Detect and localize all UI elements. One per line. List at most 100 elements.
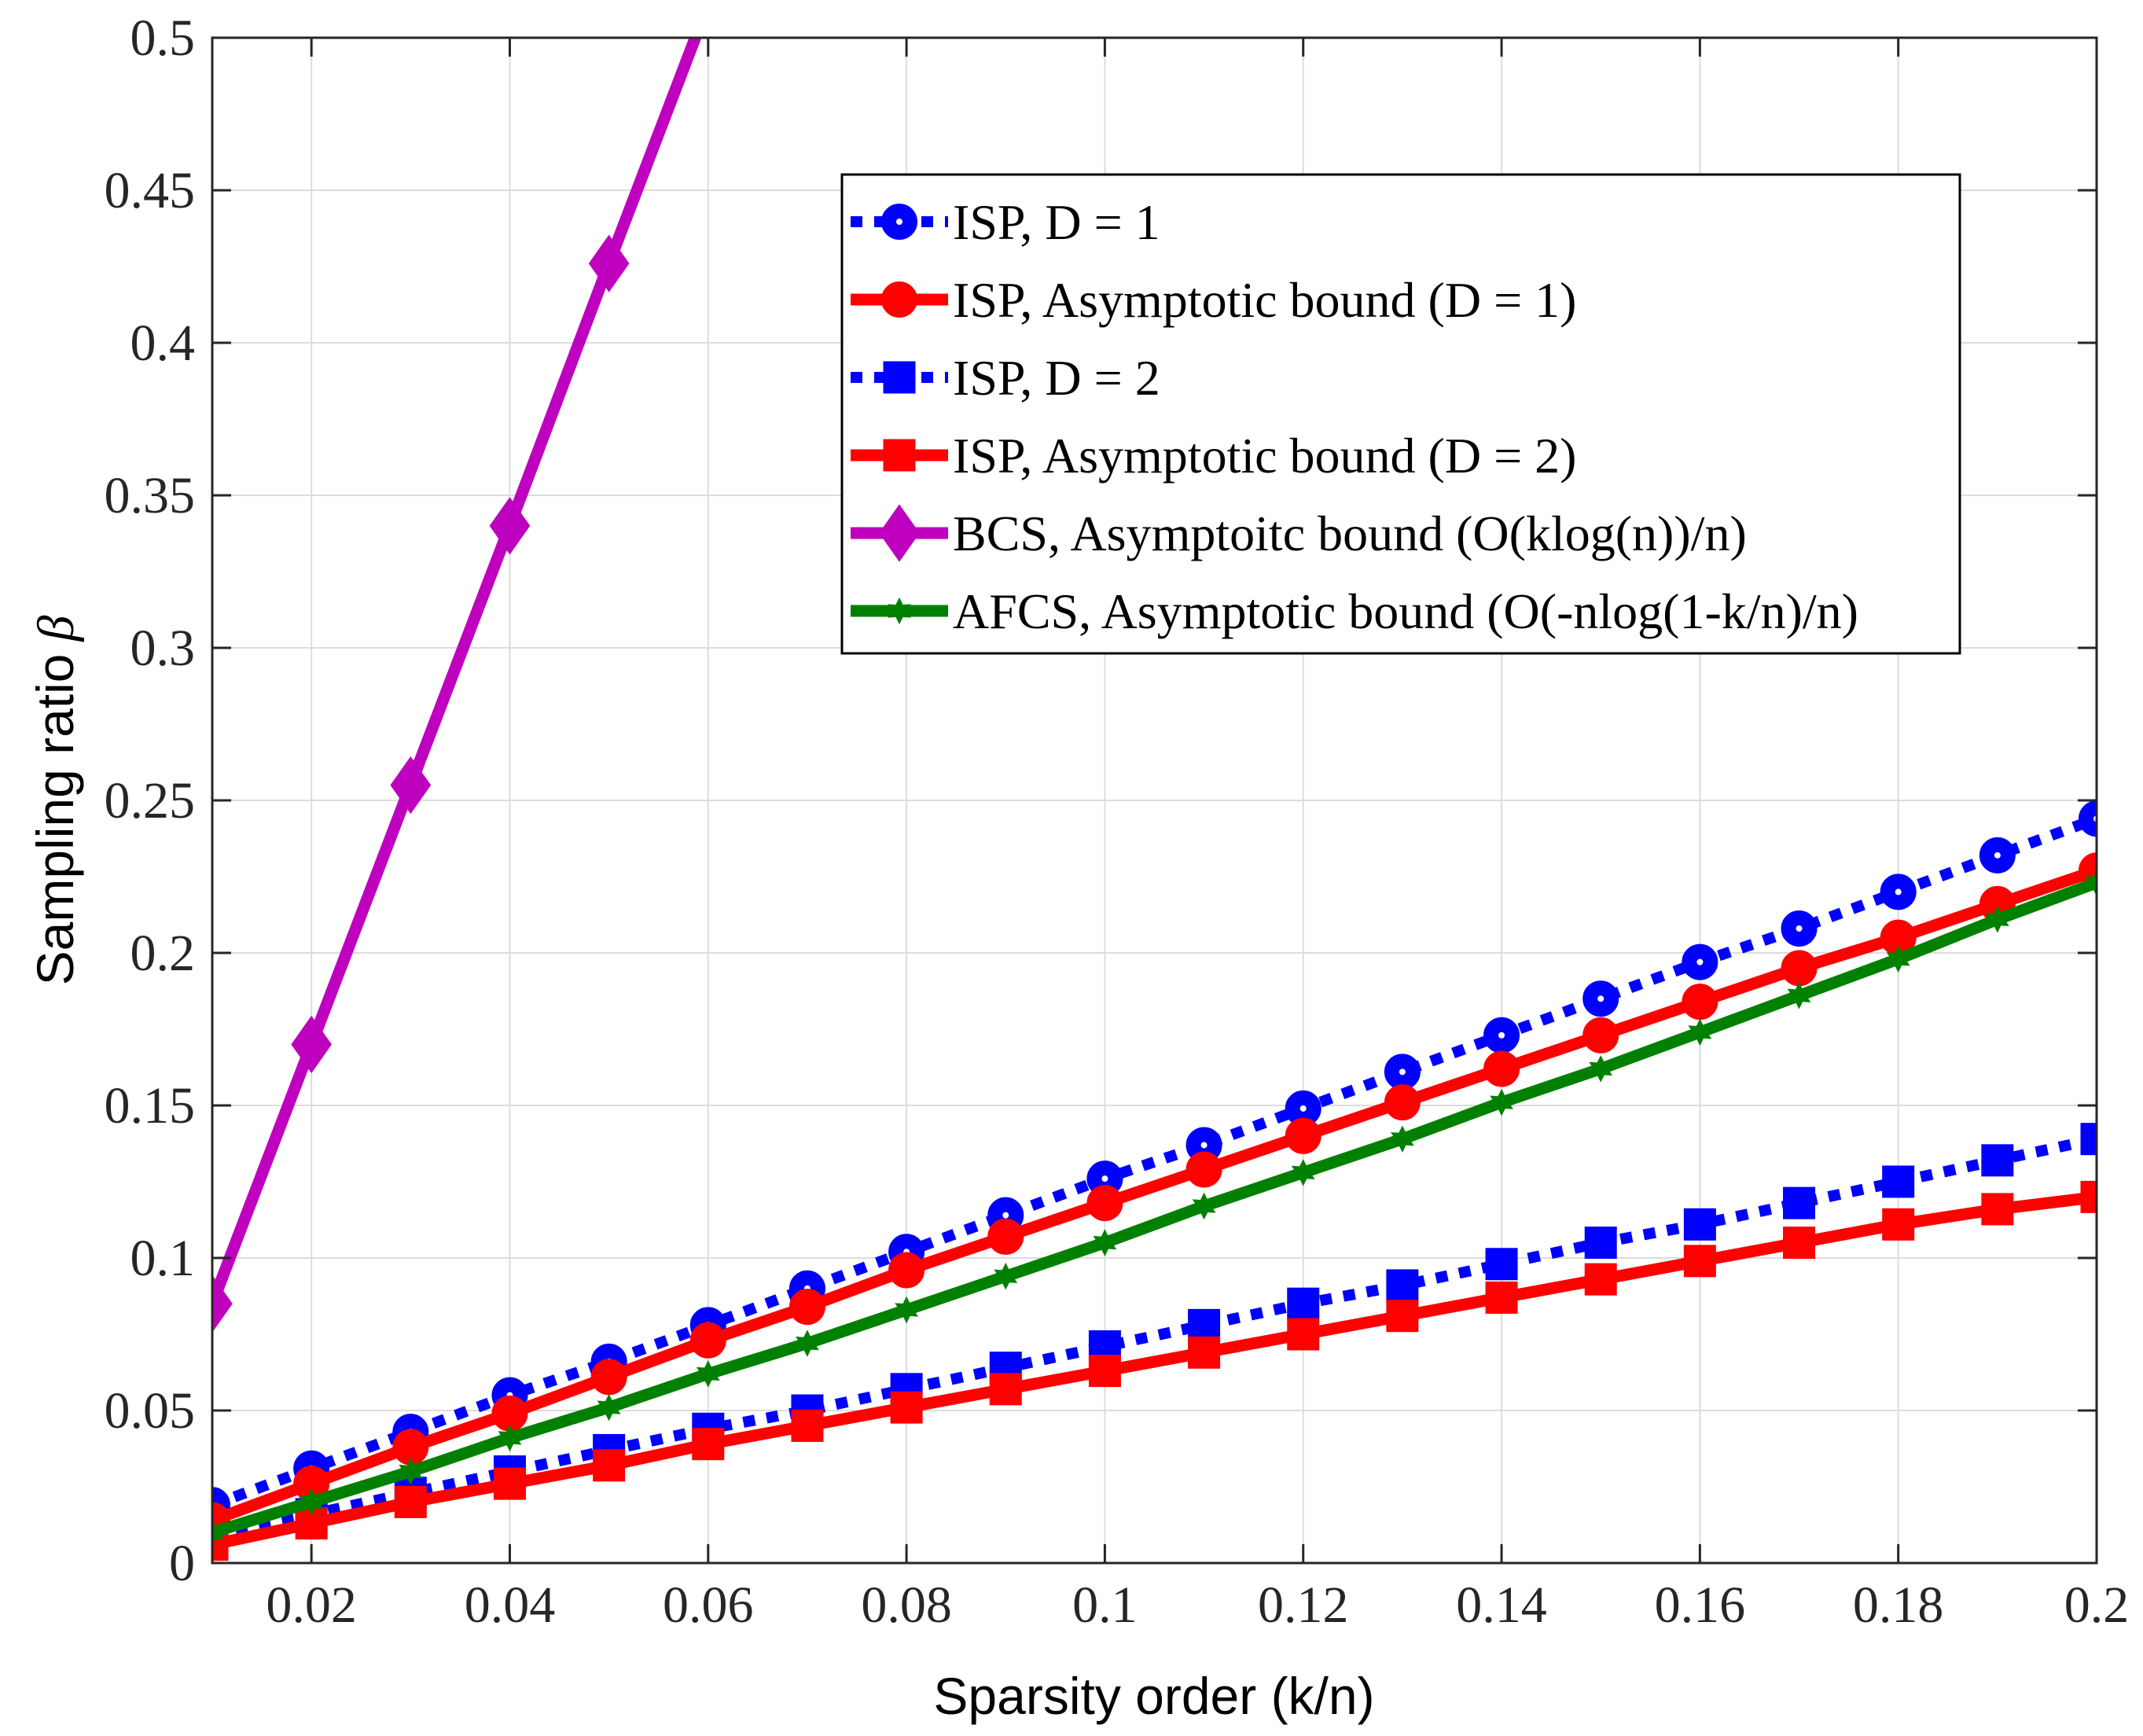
data-point-center — [1299, 1105, 1307, 1112]
y-tick-label: 0.2 — [130, 925, 196, 982]
legend: ISP, D = 1 ISP, Asymptotic bound (D = 1) I… — [840, 173, 1961, 655]
data-point — [1683, 1208, 1716, 1241]
y-tick-label: 0.25 — [105, 772, 196, 829]
data-point — [1390, 1125, 1414, 1153]
legend-item: BCS, Asymptoitc bound (O(klog(n))/n) — [851, 504, 1747, 562]
data-point-center — [1696, 958, 1704, 965]
data-point — [1384, 1084, 1421, 1121]
data-point — [1086, 1185, 1123, 1222]
legend-label: ISP, D = 2 — [953, 350, 1160, 406]
data-point — [2085, 869, 2097, 897]
y-axis-label: Sampling ratio β — [26, 615, 85, 985]
x-tick-label: 0.2 — [2064, 1576, 2130, 1634]
x-tick-label: 0.06 — [663, 1576, 754, 1634]
data-point-center — [1597, 995, 1604, 1002]
y-tick-label: 0.05 — [105, 1382, 196, 1440]
data-point — [590, 1359, 627, 1396]
data-point — [1783, 1227, 1816, 1260]
y-axis-label-symbol: β — [28, 615, 85, 642]
y-tick-label: 0.4 — [130, 314, 196, 372]
data-point — [1882, 1208, 1915, 1241]
legend-item: ISP, Asymptotic bound (D = 1) — [851, 272, 1576, 328]
data-point — [1683, 1245, 1716, 1278]
series-afcs-asymptotic-bound-o-nlog-1-k-n-n — [212, 869, 2097, 1547]
data-point — [994, 1263, 1018, 1290]
y-tick-label: 0.45 — [105, 162, 196, 219]
data-point — [1783, 1186, 1816, 1219]
data-point — [1093, 1229, 1117, 1256]
data-point — [1781, 950, 1818, 987]
data-point — [1285, 1117, 1321, 1154]
x-tick-label: 0.16 — [1655, 1576, 1746, 1634]
legend-swatch-center — [896, 219, 902, 225]
x-tick-label: 0.18 — [1853, 1576, 1944, 1634]
data-point — [394, 1485, 427, 1518]
data-point — [1787, 982, 1811, 1010]
data-point — [1185, 1151, 1222, 1188]
legend-label: AFCS, Asymptotic bound (O(-nlog(1-k/n)/n… — [953, 583, 1858, 639]
data-point — [1188, 1308, 1221, 1341]
data-point — [390, 756, 432, 815]
data-point-center — [1994, 851, 2001, 859]
legend-item: AFCS, Asymptotic bound (O(-nlog(1-k/n)/n… — [851, 583, 1858, 639]
data-point — [2080, 1180, 2097, 1213]
y-tick-label: 0.3 — [130, 620, 196, 677]
data-point — [300, 1488, 324, 1516]
data-point — [212, 1518, 224, 1547]
data-point — [692, 1428, 725, 1461]
x-tick-label: 0.02 — [266, 1576, 357, 1634]
data-point — [1886, 945, 1910, 973]
data-point — [1582, 1017, 1619, 1054]
data-point-center — [1498, 1032, 1505, 1039]
x-tick-labels: 0.02 0.04 0.06 0.08 0.1 0.12 0.14 0.16 0.18 0.2 — [266, 1576, 2129, 1634]
x-tick-label: 0.08 — [861, 1576, 952, 1634]
legend-swatch-marker — [888, 597, 911, 625]
data-point-center — [1399, 1068, 1406, 1076]
data-point — [1682, 984, 1718, 1021]
data-point — [1985, 906, 2009, 933]
data-point — [2079, 800, 2097, 837]
x-axis-label: Sparsity order (k/n) — [933, 1667, 1374, 1725]
data-point — [493, 1467, 526, 1500]
legend-label: BCS, Asymptoitc bound (O(klog(n))/n) — [953, 506, 1747, 561]
series-layer — [212, 0, 2097, 1561]
data-point — [1192, 1192, 1216, 1220]
data-point — [1287, 1287, 1320, 1320]
legend-swatch-marker — [879, 504, 920, 562]
data-point — [689, 1322, 726, 1359]
y-tick-label: 0 — [169, 1535, 195, 1592]
data-point — [1584, 1227, 1617, 1260]
data-point — [399, 1458, 423, 1485]
data-point — [2080, 1123, 2097, 1156]
legend-box — [840, 173, 1961, 655]
y-tick-label: 0.15 — [105, 1077, 196, 1135]
legend-swatch-marker — [883, 439, 916, 472]
data-point — [291, 1015, 332, 1074]
x-tick-label: 0.14 — [1456, 1576, 1547, 1634]
data-point — [1882, 1165, 1915, 1198]
data-point — [1584, 1263, 1617, 1296]
legend-label: ISP, D = 1 — [953, 194, 1160, 250]
y-tick-label: 0.1 — [130, 1230, 196, 1287]
y-tick-label: 0.35 — [105, 467, 196, 524]
data-point — [1483, 1050, 1520, 1087]
data-point — [1485, 1281, 1518, 1314]
data-point — [212, 1274, 233, 1333]
series-line — [212, 38, 702, 1306]
data-point-center — [1200, 1142, 1208, 1149]
data-point — [1291, 1159, 1315, 1186]
series-bcs-asymptoitc-bound-o-klog-n-n — [212, 0, 727, 1333]
series-line — [212, 877, 2097, 1539]
data-point — [1981, 1193, 2014, 1226]
data-point — [1485, 1248, 1518, 1281]
data-point-center — [1101, 1175, 1108, 1182]
data-point — [689, 0, 727, 31]
series-line — [212, 1190, 2097, 1551]
axis-ticks — [212, 36, 2098, 1565]
data-point-center — [1895, 888, 1902, 896]
series-isp-asymptotic-bound-d-1 — [212, 852, 2097, 1539]
data-point — [1088, 1355, 1121, 1388]
data-point — [1386, 1300, 1419, 1333]
x-tick-label: 0.12 — [1258, 1576, 1349, 1634]
